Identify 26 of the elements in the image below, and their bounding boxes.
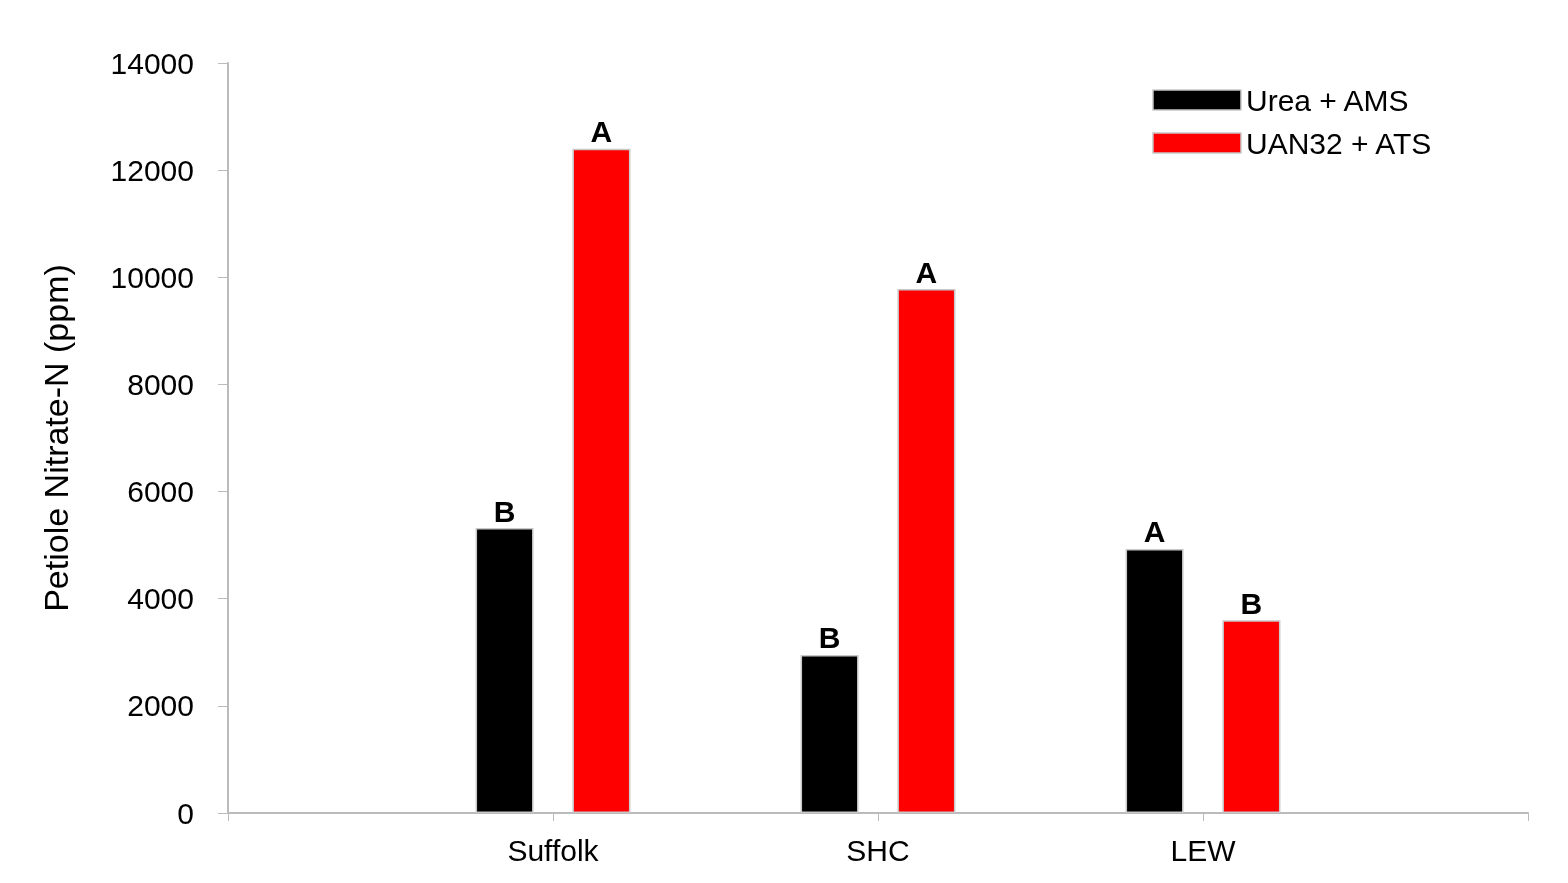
bar bbox=[897, 289, 956, 813]
data-label: B bbox=[1240, 586, 1263, 620]
y-tick-label: 4000 bbox=[127, 582, 194, 616]
y-tick-label: 14000 bbox=[110, 46, 194, 80]
legend-label: UAN32 + ATS bbox=[1245, 126, 1432, 160]
y-tick-label: 12000 bbox=[110, 153, 194, 187]
x-tick-label: SHC bbox=[846, 833, 910, 867]
y-tick-label: 10000 bbox=[110, 260, 194, 294]
bar bbox=[800, 654, 859, 813]
bar bbox=[475, 528, 534, 813]
y-tick-label: 8000 bbox=[127, 367, 194, 401]
data-label: A bbox=[590, 115, 613, 149]
bar bbox=[1222, 620, 1281, 813]
data-label: B bbox=[493, 494, 516, 528]
bar bbox=[1125, 548, 1184, 813]
x-tick-label: Suffolk bbox=[507, 833, 600, 867]
data-label: A bbox=[1143, 515, 1166, 549]
data-label: B bbox=[818, 621, 841, 655]
y-tick-label: 6000 bbox=[127, 475, 194, 509]
x-tick-label: LEW bbox=[1170, 833, 1237, 867]
data-label: A bbox=[915, 255, 938, 289]
y-tick-label: 0 bbox=[177, 796, 194, 830]
y-axis-title: Petiole Nitrate-N (ppm) bbox=[37, 264, 75, 612]
legend-label: Urea + AMS bbox=[1245, 83, 1409, 117]
bar bbox=[572, 148, 631, 813]
y-tick-label: 2000 bbox=[127, 689, 194, 723]
